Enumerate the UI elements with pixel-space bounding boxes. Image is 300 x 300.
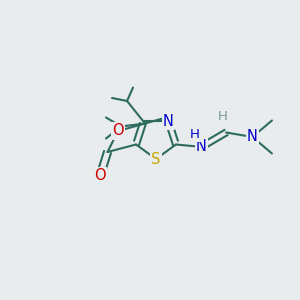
Text: N: N: [163, 113, 174, 128]
Text: N: N: [247, 130, 258, 145]
Text: H: H: [190, 128, 200, 141]
Text: N: N: [196, 140, 207, 154]
Text: H: H: [218, 110, 227, 123]
Text: O: O: [94, 169, 106, 184]
Text: O: O: [112, 124, 124, 139]
Text: S: S: [151, 152, 161, 166]
